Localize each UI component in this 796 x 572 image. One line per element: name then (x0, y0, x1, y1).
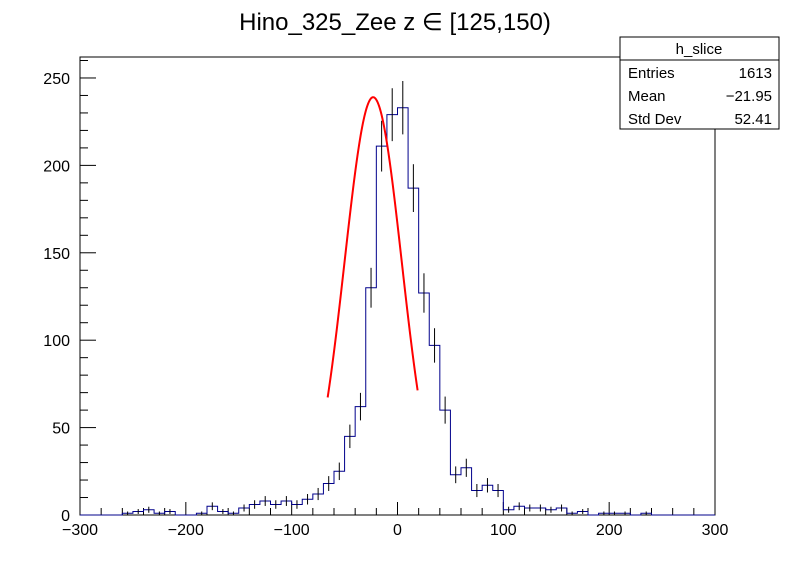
stats-entries-value: 1613 (739, 65, 772, 82)
y-axis: 0 50 100 150 200 250 (43, 59, 96, 525)
stats-mean-value: −21.95 (726, 88, 772, 105)
chart-title: Hino_325_Zee z ∈ [125,150) (239, 9, 551, 36)
x-tick-label: 200 (596, 522, 623, 539)
stats-stddev-value: 52.41 (734, 111, 772, 128)
histogram (80, 81, 715, 516)
histogram-outline (80, 107, 715, 516)
gaussian-fit (326, 96, 419, 398)
x-tick-label: −200 (168, 522, 204, 539)
x-tick-label: −300 (62, 522, 98, 539)
stats-box-frame (619, 36, 780, 130)
x-tick-label: 100 (490, 522, 517, 539)
fit-curve (326, 96, 419, 398)
y-tick-label: 50 (52, 421, 70, 438)
y-tick-label: 200 (43, 158, 70, 175)
stats-mean-label: Mean (628, 88, 666, 105)
x-tick-label: −100 (274, 522, 310, 539)
stats-box: h_slice Entries 1613 Mean −21.95 Std Dev… (619, 36, 780, 130)
stats-entries-label: Entries (628, 65, 675, 82)
y-tick-label: 0 (61, 508, 70, 525)
stats-stddev-label: Std Dev (628, 111, 682, 128)
x-tick-label: 0 (393, 522, 402, 539)
y-tick-label: 250 (43, 71, 70, 88)
x-tick-label: 300 (702, 522, 729, 539)
stats-box-name: h_slice (676, 41, 723, 58)
y-tick-label: 100 (43, 333, 70, 350)
y-tick-label: 150 (43, 246, 70, 263)
x-axis: −300 −200 −100 0 100 200 300 (62, 502, 728, 539)
